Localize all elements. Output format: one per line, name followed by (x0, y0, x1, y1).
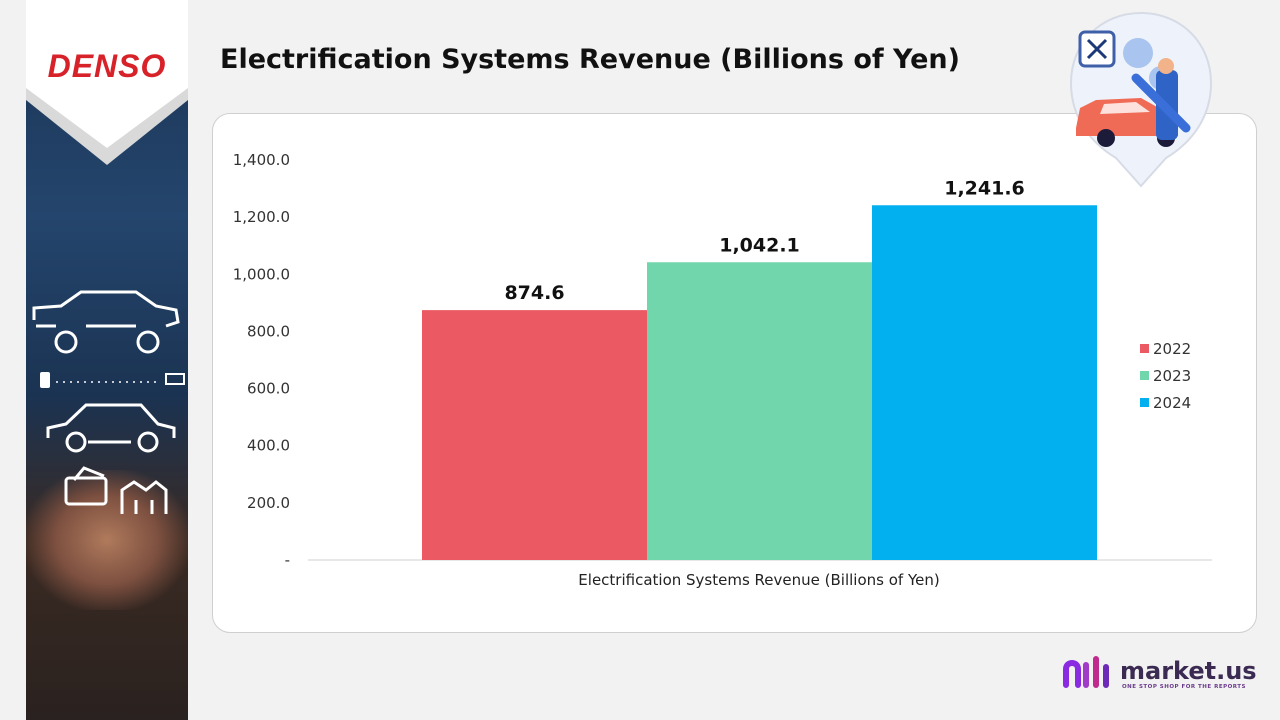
y-tick-label: 1,200.0 (233, 208, 290, 226)
sidebar-icons (32, 290, 185, 514)
legend-swatch-2024 (1140, 398, 1149, 407)
box-check-icon (64, 466, 108, 506)
charging-icon (40, 372, 185, 388)
legend-label-2022: 2022 (1153, 340, 1191, 358)
chart-card: - 200.0 400.0 600.0 800.0 1,000.0 1,200.0 1,400… (212, 113, 1257, 633)
car-outline-icon (32, 290, 180, 354)
logo-banner (26, 0, 188, 165)
y-tick-label: 200.0 (247, 494, 290, 512)
bar-chart: - 200.0 400.0 600.0 800.0 1,000.0 1,200.0 1,400… (233, 151, 1212, 589)
y-tick-label: 1,000.0 (233, 265, 290, 283)
y-tick-label: 800.0 (247, 322, 290, 340)
car-outline-icon (46, 403, 176, 453)
publisher-name: market.us (1120, 657, 1257, 685)
wrench-screwdriver-icon (1078, 30, 1116, 68)
bar-2023 (647, 262, 872, 560)
legend-label-2024: 2024 (1153, 394, 1191, 412)
page-title: Electrification Systems Revenue (Billion… (220, 44, 960, 75)
mechanic-badge (1069, 11, 1213, 188)
data-label-2024: 1,241.6 (944, 177, 1025, 199)
data-label-2022: 874.6 (504, 282, 564, 304)
y-tick-label: 1,400.0 (233, 151, 290, 169)
y-tick-label: 600.0 (247, 380, 290, 398)
factory-icon (120, 480, 168, 514)
x-axis-label: Electrification Systems Revenue (Billion… (578, 571, 939, 589)
y-tick-label: - (285, 551, 290, 569)
publisher-tagline: ONE STOP SHOP FOR THE REPORTS (1122, 684, 1246, 690)
y-tick-label: 400.0 (247, 437, 290, 455)
legend-swatch-2023 (1140, 371, 1149, 380)
bar-2022 (422, 310, 647, 560)
legend-label-2023: 2023 (1153, 367, 1191, 385)
publisher-logo-icon (1063, 656, 1109, 688)
sidebar-image-panel: DENSO (26, 0, 188, 720)
denso-logo: DENSO (47, 48, 167, 84)
legend-swatch-2022 (1140, 344, 1149, 353)
bar-2024 (872, 205, 1097, 560)
mechanic-car-icon (1076, 58, 1191, 147)
publisher-logo: market.us ONE STOP SHOP FOR THE REPORTS (1062, 655, 1262, 695)
data-label-2023: 1,042.1 (719, 234, 800, 256)
